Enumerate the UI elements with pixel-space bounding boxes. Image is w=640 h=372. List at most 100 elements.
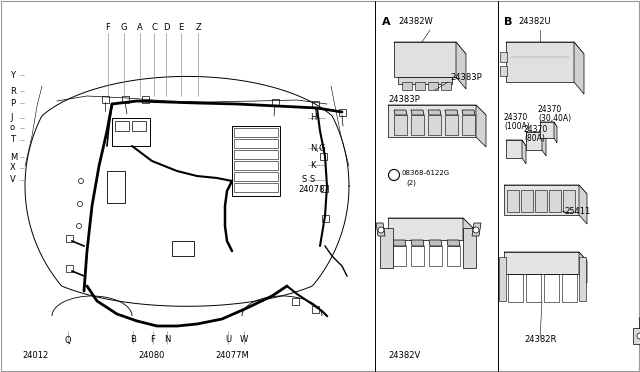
Bar bbox=[562, 274, 577, 302]
Polygon shape bbox=[639, 318, 640, 336]
Polygon shape bbox=[447, 240, 460, 246]
Bar bbox=[428, 115, 441, 135]
Bar bbox=[122, 96, 129, 103]
Bar bbox=[339, 109, 346, 115]
Bar bbox=[312, 100, 319, 108]
Circle shape bbox=[388, 170, 399, 180]
Bar bbox=[544, 274, 559, 302]
Polygon shape bbox=[463, 218, 473, 250]
Polygon shape bbox=[445, 110, 458, 115]
Polygon shape bbox=[554, 122, 557, 143]
Bar bbox=[65, 234, 72, 241]
Polygon shape bbox=[393, 240, 406, 246]
Polygon shape bbox=[574, 42, 584, 94]
Text: 24370: 24370 bbox=[504, 113, 528, 122]
Text: B: B bbox=[130, 336, 136, 344]
Circle shape bbox=[637, 333, 640, 339]
Bar bbox=[402, 82, 412, 90]
Polygon shape bbox=[542, 132, 546, 156]
Bar bbox=[172, 241, 194, 256]
Polygon shape bbox=[506, 140, 526, 146]
Text: (80A): (80A) bbox=[524, 134, 545, 142]
Polygon shape bbox=[428, 110, 441, 115]
Polygon shape bbox=[380, 228, 393, 268]
Text: X: X bbox=[10, 164, 16, 173]
Bar bbox=[107, 171, 125, 203]
Bar bbox=[549, 190, 561, 212]
Polygon shape bbox=[476, 105, 486, 147]
Polygon shape bbox=[472, 223, 481, 236]
Bar bbox=[500, 66, 507, 76]
Bar bbox=[500, 52, 507, 62]
Text: H: H bbox=[310, 113, 316, 122]
Bar bbox=[507, 190, 519, 212]
Polygon shape bbox=[506, 140, 522, 158]
Text: N: N bbox=[164, 336, 170, 344]
Bar bbox=[508, 274, 523, 302]
Text: 24382U: 24382U bbox=[518, 17, 550, 26]
Polygon shape bbox=[463, 228, 476, 268]
Bar bbox=[234, 161, 278, 170]
Text: E: E bbox=[179, 23, 184, 32]
Text: F: F bbox=[106, 23, 111, 32]
Text: 24078: 24078 bbox=[298, 186, 324, 195]
Polygon shape bbox=[388, 105, 486, 115]
Polygon shape bbox=[394, 42, 466, 54]
Polygon shape bbox=[394, 42, 456, 77]
Text: (100A): (100A) bbox=[504, 122, 530, 131]
Polygon shape bbox=[579, 185, 587, 224]
Bar bbox=[411, 115, 424, 135]
Circle shape bbox=[79, 179, 83, 183]
Polygon shape bbox=[579, 252, 587, 283]
Bar bbox=[428, 82, 438, 90]
Bar bbox=[526, 274, 541, 302]
Polygon shape bbox=[633, 328, 640, 344]
Circle shape bbox=[77, 224, 81, 228]
Bar bbox=[411, 246, 424, 266]
Text: o: o bbox=[10, 124, 15, 132]
Polygon shape bbox=[376, 223, 385, 236]
Polygon shape bbox=[540, 122, 557, 127]
Bar bbox=[115, 121, 129, 131]
Bar bbox=[232, 126, 280, 196]
Text: 08368-6122G: 08368-6122G bbox=[402, 170, 450, 176]
Text: 24370: 24370 bbox=[538, 106, 563, 115]
Polygon shape bbox=[506, 42, 574, 82]
Text: 24382W: 24382W bbox=[398, 17, 433, 26]
Polygon shape bbox=[639, 318, 640, 325]
Polygon shape bbox=[522, 140, 526, 164]
Text: 24383P: 24383P bbox=[388, 96, 420, 105]
Text: S: S bbox=[310, 176, 316, 185]
Polygon shape bbox=[411, 110, 424, 115]
Text: 24370: 24370 bbox=[524, 125, 548, 135]
Text: U: U bbox=[225, 336, 231, 344]
Text: A: A bbox=[382, 17, 390, 27]
Polygon shape bbox=[504, 185, 587, 194]
Bar bbox=[394, 115, 407, 135]
Bar bbox=[321, 215, 328, 221]
Text: 24080: 24080 bbox=[138, 352, 164, 360]
Bar bbox=[521, 190, 533, 212]
Polygon shape bbox=[388, 218, 473, 228]
Polygon shape bbox=[504, 252, 579, 274]
Circle shape bbox=[378, 227, 384, 233]
Bar bbox=[445, 115, 458, 135]
Text: S: S bbox=[302, 174, 307, 183]
Bar bbox=[579, 257, 586, 301]
Bar bbox=[141, 96, 148, 103]
Text: 24382V: 24382V bbox=[388, 350, 420, 359]
Bar bbox=[234, 139, 278, 148]
Text: 24383P: 24383P bbox=[450, 74, 482, 83]
Bar bbox=[321, 185, 328, 192]
Polygon shape bbox=[462, 110, 475, 115]
Text: A: A bbox=[137, 23, 143, 32]
Bar bbox=[415, 82, 425, 90]
Bar bbox=[291, 298, 298, 305]
Text: R: R bbox=[10, 87, 16, 96]
Polygon shape bbox=[526, 132, 546, 138]
Text: W: W bbox=[240, 336, 248, 344]
Polygon shape bbox=[456, 42, 466, 89]
Text: Q: Q bbox=[65, 336, 71, 344]
Polygon shape bbox=[388, 218, 463, 240]
Bar bbox=[462, 115, 475, 135]
